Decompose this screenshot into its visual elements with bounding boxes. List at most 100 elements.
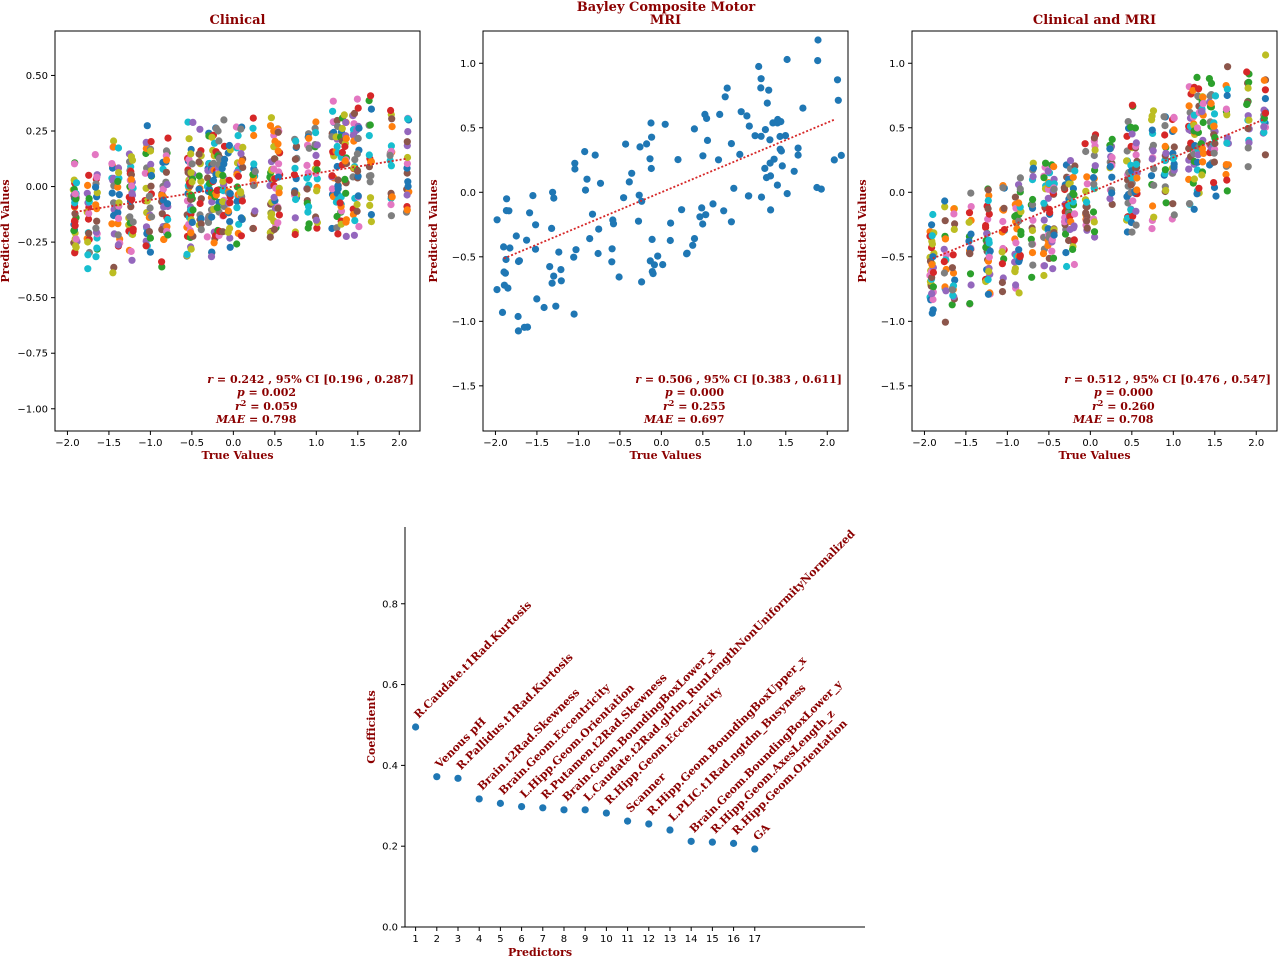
data-point	[312, 216, 320, 224]
data-point	[1222, 161, 1230, 169]
data-point	[696, 213, 704, 221]
data-point	[767, 206, 775, 214]
panel-clinical: Clinical −2.0 −1.5 −1.0 −0.5 0.0 0.5 1.0 1.5 2.0 −…	[0, 13, 421, 462]
data-point	[313, 187, 321, 195]
data-point	[249, 114, 257, 122]
data-point	[548, 279, 556, 287]
data-point	[367, 92, 375, 100]
data-point	[114, 183, 122, 191]
data-point	[1212, 192, 1220, 200]
data-point	[1016, 253, 1024, 261]
stat-p-symbol: p	[1094, 386, 1106, 399]
data-point	[1069, 198, 1077, 206]
data-point	[571, 165, 579, 173]
data-point	[312, 151, 320, 159]
data-point	[1040, 216, 1048, 224]
data-point	[948, 301, 956, 309]
data-point	[1260, 123, 1268, 131]
data-point	[683, 250, 691, 258]
data-point	[274, 128, 282, 136]
data-point	[1210, 110, 1219, 118]
data-point	[387, 212, 395, 220]
data-point	[648, 268, 656, 276]
data-point	[502, 207, 510, 215]
data-point	[1161, 142, 1169, 150]
data-point	[224, 207, 232, 215]
data-point	[219, 171, 227, 180]
data-point	[128, 182, 136, 190]
data-point	[213, 204, 221, 212]
y-tick-label: 0.0	[382, 923, 398, 934]
data-point	[1108, 153, 1116, 162]
data-point	[596, 179, 605, 187]
stat-r2-superscript: 2	[1098, 398, 1104, 408]
coefficient-point	[708, 838, 716, 846]
stat-p-symbol: p	[665, 386, 677, 399]
data-point	[1049, 254, 1058, 262]
y-axis-label: Predicted Values	[427, 179, 440, 282]
data-point	[71, 222, 79, 230]
data-point	[108, 160, 116, 168]
data-point	[1028, 273, 1036, 281]
data-point	[985, 267, 993, 275]
data-point	[1193, 124, 1201, 132]
data-point	[783, 190, 791, 198]
data-point	[196, 125, 204, 133]
data-point	[1223, 139, 1231, 147]
data-point	[1211, 92, 1220, 100]
axes-frame	[482, 30, 849, 432]
data-point	[940, 258, 948, 266]
data-point	[238, 197, 246, 205]
y-tick-label: −1.0	[881, 317, 905, 328]
data-point	[790, 167, 798, 175]
data-point	[1091, 146, 1099, 154]
data-point	[403, 153, 412, 162]
data-point	[313, 166, 321, 174]
stat-r2-superscript: 2	[669, 398, 675, 408]
data-point	[71, 190, 79, 198]
x-tick-label: 0.5	[695, 438, 711, 449]
data-point	[275, 160, 283, 168]
data-point	[814, 36, 822, 44]
data-point	[72, 235, 80, 243]
data-point	[143, 122, 151, 130]
data-point	[334, 230, 342, 238]
y-tick-label: 0.5	[460, 123, 476, 134]
data-point	[1132, 151, 1140, 159]
data-point	[1162, 149, 1170, 157]
data-point	[207, 253, 216, 261]
data-point	[164, 231, 172, 239]
data-point	[1029, 164, 1037, 172]
data-point	[333, 142, 341, 151]
data-point	[1015, 246, 1023, 254]
data-point	[1260, 76, 1268, 84]
data-point	[291, 164, 299, 172]
data-point	[755, 62, 763, 71]
data-point	[354, 172, 362, 180]
data-point	[195, 150, 203, 158]
data-point	[950, 205, 958, 213]
data-point	[928, 232, 936, 240]
data-point	[689, 241, 697, 249]
x-tick-label: 9	[582, 934, 588, 945]
y-tick-label: 0.2	[382, 842, 398, 853]
data-point	[387, 162, 395, 170]
y-tick-label: 0.5	[889, 123, 905, 134]
stat-r-value: = 0.242 , 95% CI [0.196 , 0.287]	[217, 373, 414, 386]
data-point	[341, 175, 349, 183]
data-point	[1071, 210, 1079, 218]
data-point	[834, 96, 842, 104]
data-point	[275, 211, 283, 219]
x-tick-label: 0.5	[267, 438, 283, 449]
data-point	[1190, 175, 1198, 183]
data-point	[303, 161, 311, 169]
data-point	[757, 193, 766, 201]
data-point	[951, 276, 959, 284]
data-point	[403, 191, 411, 199]
data-point	[185, 135, 193, 143]
data-point	[367, 105, 375, 113]
data-point	[1015, 199, 1023, 207]
data-point	[1133, 186, 1141, 194]
data-point	[678, 206, 686, 214]
data-point	[520, 323, 529, 331]
